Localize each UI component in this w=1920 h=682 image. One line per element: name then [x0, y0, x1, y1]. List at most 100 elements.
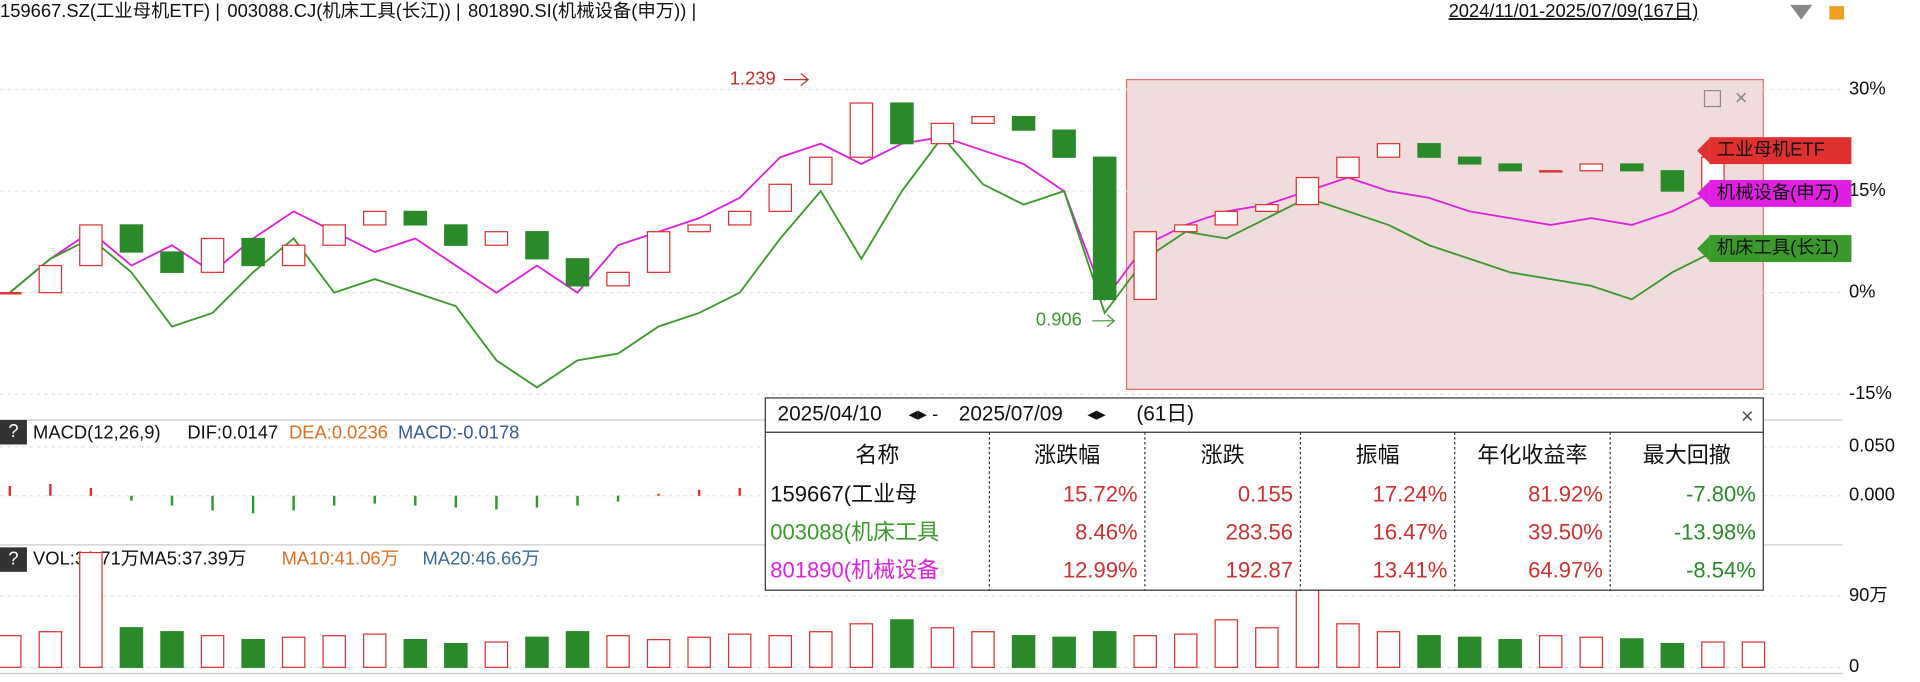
candle — [241, 237, 265, 267]
volume-bar — [687, 636, 711, 668]
y-tick-label: -15% — [1849, 382, 1892, 403]
help-icon-text: ? — [8, 420, 18, 441]
table-value: 13.41% — [1373, 558, 1448, 583]
volume-bar — [525, 636, 549, 668]
candle — [809, 156, 833, 185]
range-start: 2025/04/10 — [778, 403, 882, 426]
candle — [971, 115, 995, 124]
candle — [200, 237, 225, 273]
volume-bar — [79, 551, 103, 668]
table-value: 12.99% — [1063, 558, 1138, 583]
table-value: 0.155 — [1238, 482, 1293, 507]
range-arrows: ◂▸ — [1087, 403, 1106, 424]
max-arrow — [783, 72, 810, 87]
column-header: 涨跌幅 — [1034, 443, 1100, 468]
volume-bar — [1214, 619, 1239, 668]
table-value: -13.98% — [1674, 520, 1756, 545]
volume-bar — [1052, 636, 1076, 668]
candle — [606, 271, 630, 287]
stats-table: 2025/04/10 2025/07/09 ◂▸ - ◂▸ (61日) × 名称 涨跌幅 涨跌 振… — [764, 397, 1764, 591]
volume-bar — [322, 635, 346, 668]
range-sep: ◂▸ - — [909, 403, 939, 424]
range-end: 2025/07/09 — [959, 403, 1063, 426]
help-icon[interactable] — [0, 547, 27, 572]
volume-title: VOL:31.71万MA5:37.39万 — [33, 547, 246, 568]
candle — [687, 224, 711, 233]
table-value: 8.46% — [1075, 520, 1137, 545]
candle — [565, 258, 590, 287]
legend-entry: 159667.SZ(工业母机ETF) | — [0, 0, 220, 21]
candle — [1579, 163, 1604, 172]
volume-bar — [403, 639, 428, 668]
volume-bar — [484, 641, 509, 668]
candle — [525, 231, 549, 260]
table-value: 64.97% — [1528, 558, 1603, 583]
candle — [119, 224, 144, 253]
volume-bar — [1376, 631, 1401, 668]
macd-title: MACD(12,26,9) — [33, 421, 161, 442]
volume-bar — [1092, 631, 1117, 668]
table-value: 192.87 — [1226, 558, 1293, 583]
maximize-icon[interactable] — [1703, 90, 1722, 108]
volume-bar — [1579, 636, 1604, 668]
help-icon[interactable] — [0, 420, 27, 445]
volume-bar — [646, 639, 671, 668]
volume-bar — [606, 635, 630, 668]
candle — [38, 264, 63, 294]
candle — [484, 231, 509, 246]
help-icon-text: ? — [8, 547, 18, 568]
volume-bar — [890, 619, 914, 668]
volume-bar — [565, 631, 590, 668]
end-label: 机床工具(长江) — [1717, 236, 1839, 257]
y-tick-label: 0.000 — [1849, 484, 1895, 505]
table-close: × — [1741, 403, 1754, 428]
volume-bar — [200, 635, 225, 668]
volume-bar — [849, 623, 874, 668]
candle — [1214, 210, 1239, 226]
end-label-pointer — [1697, 181, 1710, 206]
volume-bar — [241, 639, 265, 668]
close-icon[interactable]: × — [1735, 85, 1748, 110]
end-label-pointer — [1697, 236, 1710, 261]
volume-bar — [1620, 638, 1644, 668]
selection-area[interactable] — [1125, 78, 1764, 391]
table-bg — [764, 397, 1764, 591]
table-value: 39.50% — [1528, 520, 1603, 545]
candle — [79, 224, 103, 267]
scaled-root: × 2024/11/01-2025/07/09(167日) 1.239 0.90… — [0, 0, 1895, 676]
volume-bar — [1498, 639, 1522, 668]
table-value: 81.92% — [1528, 482, 1603, 507]
volume-bar — [930, 627, 955, 668]
volume-bar — [1660, 642, 1685, 668]
end-label-box — [1709, 180, 1852, 207]
candle — [1538, 170, 1563, 173]
column-header: 名称 — [855, 443, 899, 468]
candle — [1011, 115, 1036, 131]
end-label-pointer — [1697, 138, 1710, 163]
date-range[interactable]: 2024/11/01-2025/07/09(167日) — [1449, 0, 1699, 21]
table-value: -7.80% — [1686, 482, 1756, 507]
candle — [444, 224, 468, 246]
volume-bar — [281, 636, 306, 668]
volume-bar — [809, 631, 833, 668]
lock-icon[interactable] — [1829, 6, 1845, 20]
volume-bar — [1701, 641, 1725, 668]
macd-value: MACD:-0.0178 — [398, 421, 519, 442]
candle — [1336, 156, 1360, 179]
volume-bar — [727, 633, 752, 668]
candle — [1173, 224, 1198, 233]
dropdown-icon[interactable] — [1790, 4, 1813, 20]
candle — [160, 251, 184, 273]
volume-bar — [160, 631, 184, 668]
volume-bar — [1011, 635, 1036, 668]
min-annotation: 0.906 — [1036, 309, 1082, 330]
column-header: 最大回撤 — [1643, 443, 1731, 468]
candle — [403, 210, 428, 226]
candle — [727, 210, 752, 226]
table-value: 17.24% — [1373, 482, 1448, 507]
candle — [322, 224, 346, 246]
volume-bar — [1417, 635, 1441, 668]
row-name: 003088(机床工具 — [770, 520, 939, 545]
volume-bar — [1457, 636, 1482, 668]
y-tick-label: 0% — [1849, 280, 1876, 301]
